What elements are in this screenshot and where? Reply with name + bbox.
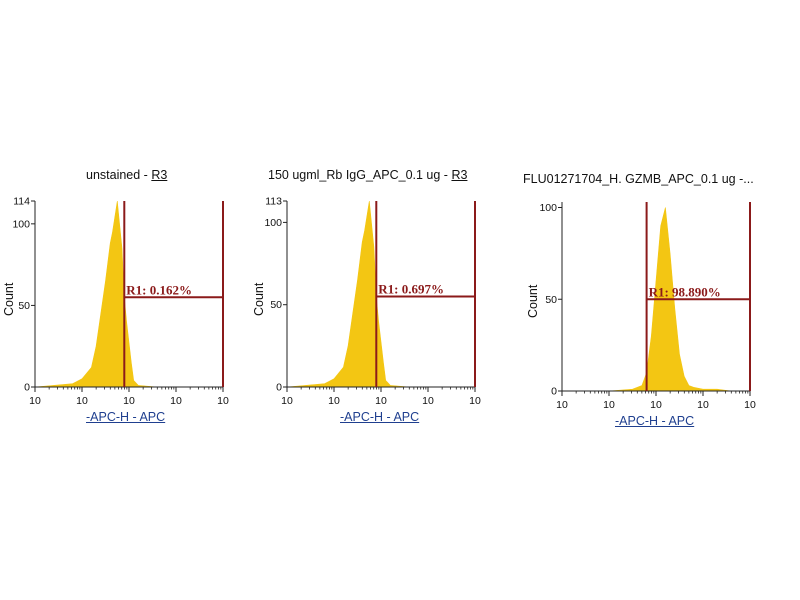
- x-axis-label[interactable]: -APC-H - APC: [340, 410, 420, 424]
- x-tick-label: 10: [375, 395, 387, 407]
- gate-label: R1: 0.697%: [378, 281, 444, 296]
- y-tick-label: 100: [539, 202, 557, 214]
- gate-label: R1: 98.890%: [649, 284, 721, 299]
- panel-title-text: FLU01271704_H. GZMB_APC_0.1 ug -...: [523, 172, 754, 186]
- y-tick-label: 50: [270, 299, 282, 311]
- x-tick-label: 10: [603, 399, 615, 411]
- y-tick-label: 0: [551, 386, 557, 398]
- x-tick-label: 10: [556, 399, 568, 411]
- y-tick-label: 50: [545, 294, 557, 306]
- panel-title: 150 ugml_Rb IgG_APC_0.1 ug - R3: [268, 168, 467, 182]
- x-tick-label: 10: [650, 399, 662, 411]
- y-tick-label: 114: [13, 196, 30, 208]
- x-tick-label: 10: [328, 395, 340, 407]
- x-tick-label: 10: [123, 395, 135, 407]
- x-tick-label: 10: [697, 399, 709, 411]
- gate-link[interactable]: R3: [151, 168, 168, 182]
- y-tick-label: 0: [276, 382, 282, 394]
- x-axis-label[interactable]: -APC-H - APC: [615, 414, 695, 428]
- x-tick-label: 10: [217, 395, 229, 407]
- y-tick-label: 100: [12, 218, 30, 230]
- y-tick-label: 50: [18, 300, 30, 312]
- y-axis-label: Count: [526, 284, 540, 318]
- panel-title: unstained - R3: [86, 168, 167, 182]
- x-tick-label: 10: [744, 399, 756, 411]
- x-tick-label: 10: [29, 395, 41, 407]
- gate-label: R1: 0.162%: [126, 282, 192, 297]
- panel-title-text: 150 ugml_Rb IgG_APC_0.1 ug -: [268, 168, 452, 182]
- x-tick-label: 10: [76, 395, 88, 407]
- panel-title-text: unstained -: [86, 168, 152, 182]
- x-tick-label: 10: [469, 395, 481, 407]
- gate-link[interactable]: R3: [451, 168, 468, 182]
- x-tick-label: 10: [422, 395, 434, 407]
- y-tick-label: 113: [265, 196, 282, 208]
- x-tick-label: 10: [281, 395, 293, 407]
- x-axis-label[interactable]: -APC-H - APC: [86, 410, 166, 424]
- y-tick-label: 0: [24, 382, 30, 394]
- x-tick-label: 10: [170, 395, 182, 407]
- panel-title: FLU01271704_H. GZMB_APC_0.1 ug -...: [523, 172, 754, 186]
- y-tick-label: 100: [264, 217, 282, 229]
